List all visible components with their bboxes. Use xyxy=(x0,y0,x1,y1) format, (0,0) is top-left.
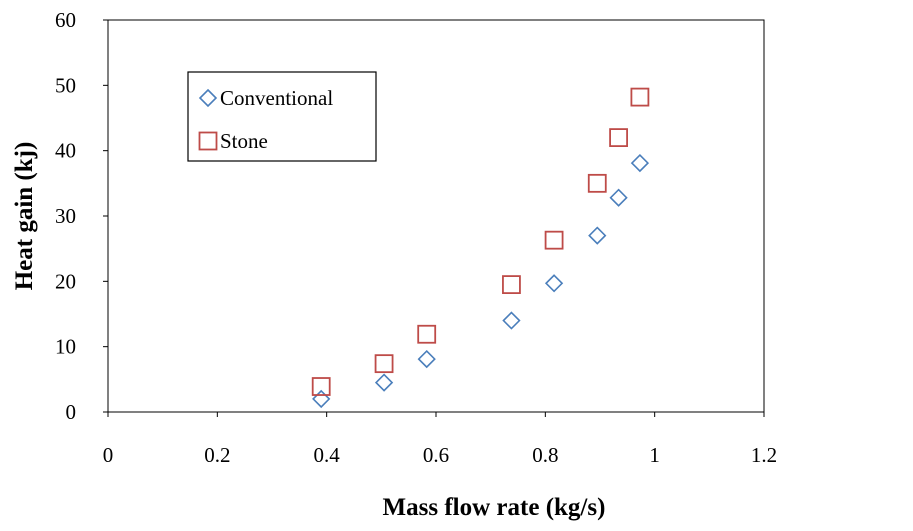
series-stone xyxy=(311,87,650,396)
x-tick-label: 1.2 xyxy=(751,443,777,467)
y-tick-label: 0 xyxy=(66,400,77,424)
conventional-point xyxy=(609,188,628,207)
stone-point xyxy=(417,324,437,344)
legend-marker-conventional xyxy=(198,88,218,108)
legend-box xyxy=(187,71,377,162)
data-series xyxy=(311,87,650,409)
x-tick-label: 0.2 xyxy=(204,443,230,467)
y-tick-label: 30 xyxy=(55,204,76,228)
stone-point xyxy=(311,377,331,396)
conventional-point xyxy=(544,274,564,293)
legend: Conventional Stone xyxy=(187,71,377,162)
legend-label-stone: Stone xyxy=(220,129,268,153)
stone-point xyxy=(374,354,394,374)
legend-label-conventional: Conventional xyxy=(220,86,333,110)
y-tick-label: 10 xyxy=(55,335,76,359)
stone-point xyxy=(630,87,650,107)
x-tick-label: 0.6 xyxy=(423,443,449,467)
x-tick-label: 0 xyxy=(103,443,114,467)
y-tick-label: 40 xyxy=(55,139,76,163)
y-axis-title: Heat gain (kj) xyxy=(11,142,38,291)
x-tick-label: 1 xyxy=(649,443,660,467)
y-tick-label: 60 xyxy=(55,8,76,32)
stone-point xyxy=(587,173,607,193)
x-axis-title: Mass flow rate (kg/s) xyxy=(383,494,606,521)
stone-point xyxy=(609,128,628,148)
series-conventional xyxy=(312,153,650,409)
y-tick-label: 20 xyxy=(55,269,76,293)
conventional-point xyxy=(588,226,607,245)
conventional-point xyxy=(502,311,521,330)
x-tick-label: 0.8 xyxy=(532,443,558,467)
y-tick-label: 50 xyxy=(55,73,76,97)
conventional-point xyxy=(312,389,331,409)
conventional-point xyxy=(630,153,650,173)
x-axis-ticks: 0 0.2 0.4 0.6 0.8 1 1.2 xyxy=(103,412,777,467)
x-tick-label: 0.4 xyxy=(314,443,341,467)
stone-point xyxy=(502,275,521,295)
conventional-point xyxy=(417,349,436,369)
conventional-point xyxy=(374,373,394,392)
legend-marker-stone xyxy=(198,131,218,151)
stone-point xyxy=(544,230,564,250)
y-axis-ticks: 0 10 20 30 40 50 60 xyxy=(55,8,108,424)
